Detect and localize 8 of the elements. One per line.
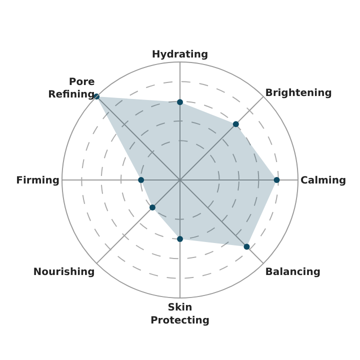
spoke-label: Skin Protecting: [150, 302, 210, 326]
spoke-label: Balancing: [265, 266, 321, 278]
spoke-label: Firming: [16, 176, 60, 186]
spoke-label: Pore Refining: [48, 76, 96, 101]
spoke-label: Nourishing: [33, 266, 95, 278]
spoke-label: Calming: [300, 176, 346, 186]
spoke-label: Brightening: [265, 88, 332, 99]
spoke-label: Hydrating: [152, 50, 208, 60]
